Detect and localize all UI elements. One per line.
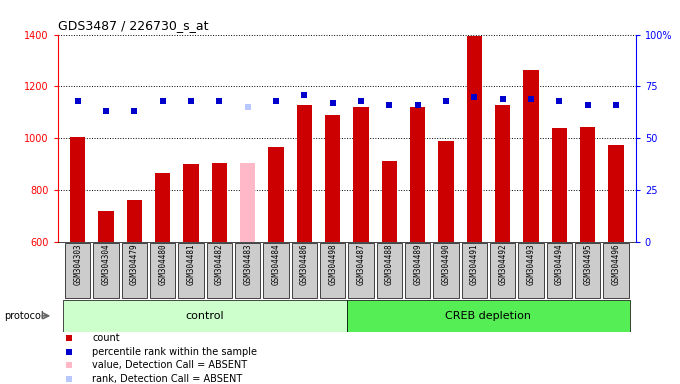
Text: GSM304303: GSM304303 (73, 244, 82, 285)
FancyBboxPatch shape (150, 243, 175, 298)
Text: GSM304484: GSM304484 (271, 244, 280, 285)
FancyBboxPatch shape (122, 243, 147, 298)
Bar (523, 70, 539, 242)
Text: control: control (186, 311, 224, 321)
FancyBboxPatch shape (178, 243, 204, 298)
FancyBboxPatch shape (547, 243, 572, 298)
Bar (353, 107, 369, 242)
Bar (211, 162, 227, 242)
Text: GSM304486: GSM304486 (300, 244, 309, 285)
FancyBboxPatch shape (292, 243, 317, 298)
Text: GSM304498: GSM304498 (328, 244, 337, 285)
Text: GSM304491: GSM304491 (470, 244, 479, 285)
FancyBboxPatch shape (433, 243, 459, 298)
FancyBboxPatch shape (575, 243, 600, 298)
FancyBboxPatch shape (405, 243, 430, 298)
Text: GSM304494: GSM304494 (555, 244, 564, 285)
Text: CREB depletion: CREB depletion (445, 311, 532, 321)
Text: rank, Detection Call = ABSENT: rank, Detection Call = ABSENT (92, 374, 243, 384)
Text: GSM304489: GSM304489 (413, 244, 422, 285)
FancyBboxPatch shape (320, 243, 345, 298)
Bar (268, 147, 284, 242)
Bar (183, 164, 199, 242)
Text: GSM304493: GSM304493 (526, 244, 535, 285)
Bar (155, 173, 171, 242)
Text: GSM304492: GSM304492 (498, 244, 507, 285)
Bar (381, 161, 397, 242)
Text: GSM304496: GSM304496 (611, 244, 620, 285)
FancyBboxPatch shape (603, 243, 629, 298)
Bar (98, 211, 114, 242)
FancyBboxPatch shape (65, 243, 90, 298)
Bar (325, 115, 341, 242)
Bar (608, 145, 624, 242)
Bar (466, 36, 482, 242)
Bar (70, 137, 86, 242)
Text: GSM304490: GSM304490 (441, 244, 450, 285)
Bar (495, 104, 511, 242)
Bar (296, 104, 312, 242)
Bar (410, 107, 426, 242)
FancyBboxPatch shape (93, 243, 119, 298)
FancyBboxPatch shape (207, 243, 232, 298)
Bar (347, 300, 630, 332)
Bar (240, 162, 256, 242)
FancyBboxPatch shape (348, 243, 374, 298)
Bar (126, 200, 142, 242)
Text: GSM304479: GSM304479 (130, 244, 139, 285)
FancyBboxPatch shape (490, 243, 515, 298)
FancyBboxPatch shape (377, 243, 402, 298)
Text: GDS3487 / 226730_s_at: GDS3487 / 226730_s_at (58, 19, 208, 32)
Text: GSM304483: GSM304483 (243, 244, 252, 285)
Text: GSM304480: GSM304480 (158, 244, 167, 285)
Text: GSM304495: GSM304495 (583, 244, 592, 285)
FancyBboxPatch shape (263, 243, 289, 298)
FancyBboxPatch shape (235, 243, 260, 298)
Text: GSM304304: GSM304304 (101, 244, 110, 285)
Text: GSM304487: GSM304487 (356, 244, 365, 285)
Bar (551, 128, 567, 242)
Text: count: count (92, 333, 120, 343)
Text: GSM304482: GSM304482 (215, 244, 224, 285)
Text: value, Detection Call = ABSENT: value, Detection Call = ABSENT (92, 360, 248, 370)
Bar (580, 127, 596, 242)
Bar (63, 300, 347, 332)
Text: protocol: protocol (5, 311, 44, 321)
Text: GSM304481: GSM304481 (186, 244, 195, 285)
Text: GSM304488: GSM304488 (385, 244, 394, 285)
Bar (438, 141, 454, 242)
Text: percentile rank within the sample: percentile rank within the sample (92, 347, 258, 357)
FancyBboxPatch shape (462, 243, 487, 298)
FancyBboxPatch shape (518, 243, 544, 298)
